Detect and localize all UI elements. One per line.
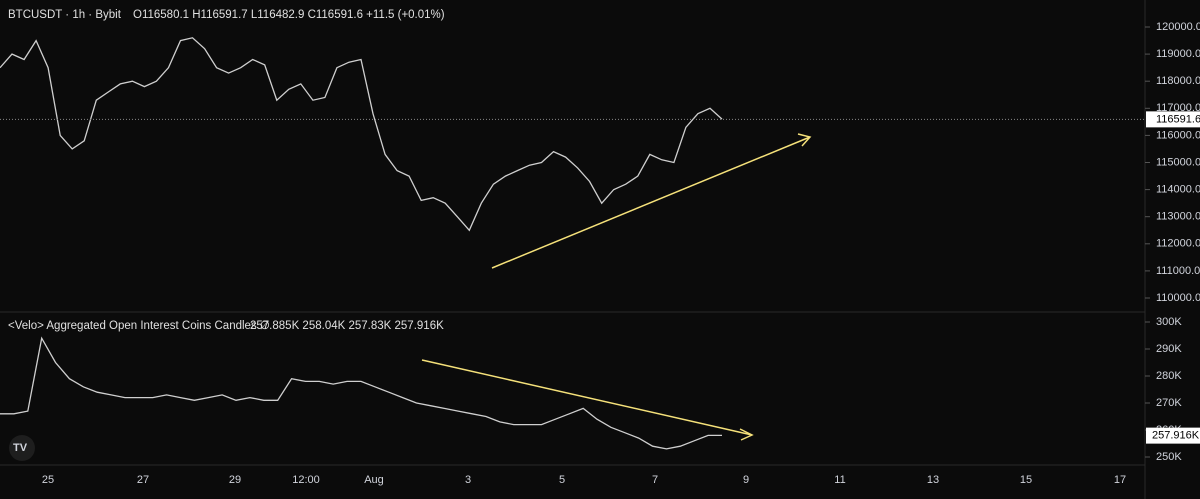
x-tick-label: 17 [1114, 474, 1126, 486]
x-tick-label: 27 [137, 474, 149, 486]
y-tick-label: 112000.0 [1156, 238, 1200, 250]
x-tick-label: 11 [834, 474, 845, 486]
svg-text:TV: TV [13, 442, 28, 454]
x-tick-label: 15 [1020, 474, 1032, 486]
y-tick-label: 270K [1156, 397, 1182, 409]
series-line [0, 336, 722, 450]
x-tick-label: 12:00 [292, 474, 320, 486]
y-tick-label: 118000.0 [1156, 75, 1200, 87]
y-tick-label: 120000.0 [1156, 21, 1200, 33]
y-tick-label: 111000.0 [1156, 265, 1200, 277]
x-tick-label: 13 [927, 474, 939, 486]
x-tick-label: 3 [465, 474, 471, 486]
y-tick-label: 250K [1156, 451, 1182, 463]
arrow-head [739, 428, 754, 441]
last-price-box [1146, 111, 1200, 128]
trend-arrow [421, 359, 753, 436]
series-line [0, 37, 723, 232]
y-tick-label: 300K [1156, 316, 1182, 328]
y-tick-label: 114000.0 [1156, 184, 1200, 196]
indicator-values: 257.885K 258.04K 257.83K 257.916K [250, 320, 444, 332]
arrow-head [797, 133, 812, 147]
x-tick-label: 25 [42, 474, 54, 486]
last-oi-label: 257.916K [1152, 430, 1200, 442]
y-tick-label: 290K [1156, 343, 1182, 355]
y-tick-label: 110000.0 [1156, 292, 1200, 304]
y-tick-label: 116000.0 [1156, 129, 1200, 141]
y-tick-label: 119000.0 [1156, 48, 1200, 60]
tv-logo[interactable]: TV [9, 435, 35, 461]
y-tick-label: 280K [1156, 370, 1182, 382]
ohlc: O116580.1 H116591.7 L116482.9 C116591.6 … [133, 9, 445, 21]
y-tick-label: 117000.0 [1156, 102, 1200, 114]
last-oi-box [1146, 427, 1200, 444]
x-tick-label: 29 [229, 474, 241, 486]
x-tick-label: 5 [559, 474, 565, 486]
trend-arrow [491, 136, 811, 269]
x-tick-label: Aug [364, 474, 384, 486]
y-tick-label: 113000.0 [1156, 211, 1200, 223]
x-tick-label: 7 [652, 474, 658, 486]
y-tick-label: 115000.0 [1156, 156, 1200, 168]
x-tick-label: 9 [743, 474, 749, 486]
indicator-title: <Velo> Aggregated Open Interest Coins Ca… [8, 320, 270, 332]
symbol: BTCUSDT · 1h · Bybit [8, 9, 122, 21]
last-price-label: 116591.6 [1156, 113, 1200, 125]
